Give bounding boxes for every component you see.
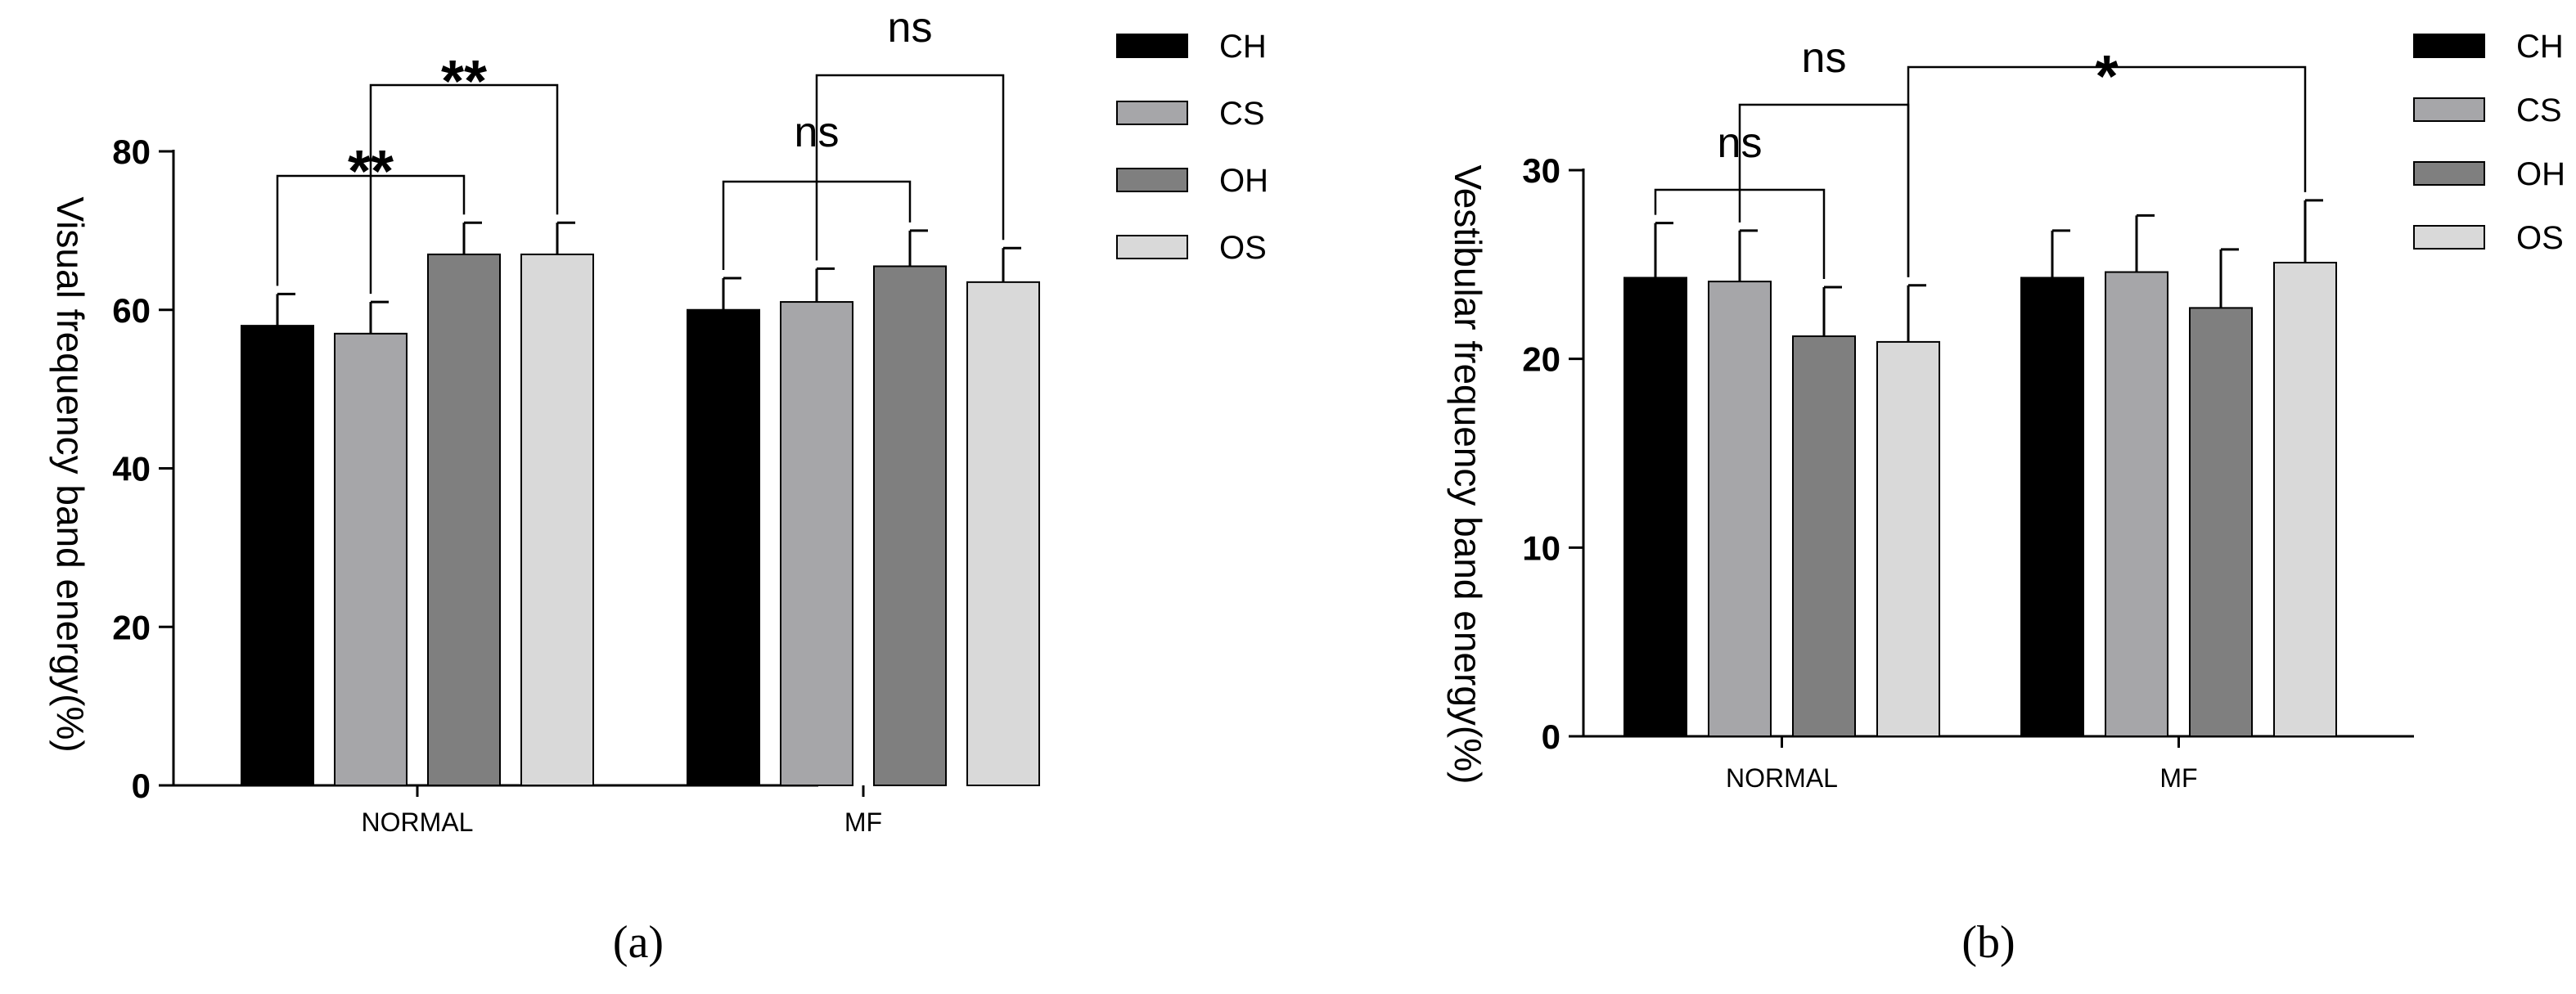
y-tick-label: 20: [1522, 340, 1560, 379]
panel-label: (b): [1961, 917, 2015, 968]
y-axis-label: Visual frequency band energy(%): [49, 196, 92, 752]
y-tick-label: 10: [1522, 528, 1560, 567]
legend-label-os: OS: [1219, 230, 1267, 266]
bar-oh: [873, 265, 947, 786]
bar-ch: [2020, 277, 2084, 738]
chart-panel-a: 0 20 40 60 80 Visual frequency band energy(%)…: [49, 4, 1268, 968]
legend-label-os: OS: [2516, 220, 2564, 256]
legend-label-oh: OH: [1219, 163, 1268, 199]
y-tick-label: 80: [112, 133, 151, 171]
bar-os: [966, 281, 1040, 786]
bar-ch: [687, 308, 760, 786]
bar-cs: [334, 332, 408, 786]
bar-oh: [1792, 335, 1856, 737]
x-tick-label: NORMAL: [362, 807, 474, 837]
legend-swatch-ch: [1116, 34, 1188, 58]
significance-stars: *: [2095, 44, 2118, 110]
legend-label-cs: CS: [2516, 92, 2562, 128]
legend-label-cs: CS: [1219, 96, 1265, 132]
y-tick-label: 0: [132, 767, 151, 805]
legend-label-ch: CH: [1219, 29, 1267, 65]
legend-swatch-os: [2413, 225, 2485, 250]
chart-panel-b: 0 10 20 30 Vestibular frequency band energy(…: [1447, 29, 2565, 968]
significance-stars: **: [441, 49, 487, 115]
y-tick-label: 60: [112, 291, 151, 330]
legend-swatch-ch: [2413, 34, 2485, 58]
y-tick-label: 20: [112, 608, 151, 646]
bar-cs: [780, 301, 853, 786]
significance-ns: ns: [888, 4, 933, 52]
significance-ns: ns: [1802, 34, 1847, 82]
y-tick-label: 0: [1542, 717, 1560, 756]
bar-oh: [427, 253, 501, 786]
bar-cs: [1708, 281, 1772, 737]
bar-ch: [1624, 277, 1687, 738]
legend-swatch-oh: [2413, 161, 2485, 186]
legend-label-ch: CH: [2516, 29, 2564, 65]
legend-swatch-oh: [1116, 168, 1188, 192]
bar-cs: [2105, 271, 2168, 737]
legend-swatch-cs: [2413, 97, 2485, 122]
y-tick-label: 30: [1522, 151, 1560, 190]
bar-os: [2273, 262, 2337, 737]
bar-os: [520, 253, 594, 786]
significance-bracket: [369, 83, 559, 295]
bar-oh: [2189, 307, 2253, 737]
y-tick-label: 40: [112, 450, 151, 488]
x-tick-label: MF: [2159, 763, 2197, 793]
legend-label-oh: OH: [2516, 156, 2565, 192]
significance-bracket: [815, 74, 1005, 261]
x-tick-label: NORMAL: [1726, 763, 1838, 793]
bar-ch: [241, 325, 314, 786]
legend-swatch-cs: [1116, 101, 1188, 125]
y-axis-label: Vestibular frequency band energy(%): [1447, 165, 1489, 785]
x-tick-label: MF: [844, 807, 882, 837]
legend-swatch-os: [1116, 235, 1188, 259]
bar-os: [1876, 340, 1940, 737]
significance-bracket: [1907, 65, 2307, 277]
panel-label: (a): [613, 917, 664, 968]
